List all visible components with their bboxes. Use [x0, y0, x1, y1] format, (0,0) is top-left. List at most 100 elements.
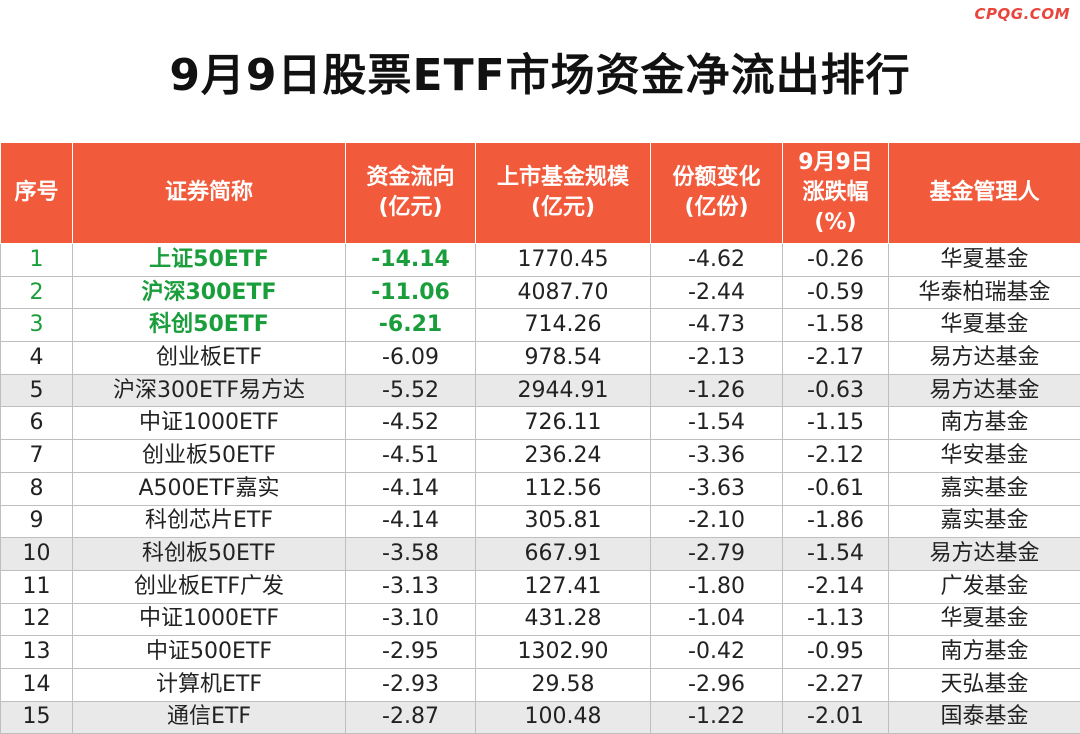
cell-manager: 嘉实基金 — [889, 472, 1080, 505]
cell-name: 中证500ETF — [73, 636, 346, 669]
header-line: 9月9日 — [798, 150, 873, 175]
cell-change: -2.14 — [783, 570, 889, 603]
cell-scale: 1302.90 — [476, 636, 651, 669]
cell-scale: 667.91 — [476, 538, 651, 571]
cell-share: -2.79 — [651, 538, 783, 571]
cell-name: 沪深300ETF — [73, 276, 346, 309]
header-line: (亿份) — [684, 195, 748, 220]
cell-manager: 易方达基金 — [889, 538, 1080, 571]
cell-rank: 3 — [1, 309, 73, 342]
header-manager: 基金管理人 — [889, 143, 1080, 244]
cell-flow: -4.52 — [346, 407, 476, 440]
cell-share: -3.63 — [651, 472, 783, 505]
page-title: 9月9日股票ETF市场资金净流出排行 — [0, 0, 1080, 142]
header-flow: 资金流向 (亿元) — [346, 143, 476, 244]
cell-share: -1.54 — [651, 407, 783, 440]
cell-share: -1.22 — [651, 701, 783, 734]
cell-flow: -3.58 — [346, 538, 476, 571]
cell-name: 创业板ETF — [73, 342, 346, 375]
cell-rank: 12 — [1, 603, 73, 636]
cell-change: -2.27 — [783, 668, 889, 701]
cell-scale: 431.28 — [476, 603, 651, 636]
header-change: 9月9日涨跌幅(%) — [783, 143, 889, 244]
cell-name: 创业板ETF广发 — [73, 570, 346, 603]
cell-manager: 国泰基金 — [889, 701, 1080, 734]
cell-name: 沪深300ETF易方达 — [73, 374, 346, 407]
cell-flow: -2.87 — [346, 701, 476, 734]
cell-name: 中证1000ETF — [73, 407, 346, 440]
cell-manager: 南方基金 — [889, 636, 1080, 669]
cell-share: -2.96 — [651, 668, 783, 701]
cell-rank: 10 — [1, 538, 73, 571]
cell-flow: -6.09 — [346, 342, 476, 375]
cell-manager: 嘉实基金 — [889, 505, 1080, 538]
cell-share: -1.80 — [651, 570, 783, 603]
cell-flow: -3.10 — [346, 603, 476, 636]
cell-share: -3.36 — [651, 440, 783, 473]
cell-rank: 1 — [1, 244, 73, 277]
cell-change: -2.12 — [783, 440, 889, 473]
cell-share: -2.10 — [651, 505, 783, 538]
cell-rank: 11 — [1, 570, 73, 603]
cell-manager: 华夏基金 — [889, 603, 1080, 636]
header-line: 基金管理人 — [929, 180, 1039, 205]
cell-name: A500ETF嘉实 — [73, 472, 346, 505]
cell-share: -2.44 — [651, 276, 783, 309]
cell-change: -1.13 — [783, 603, 889, 636]
cell-manager: 易方达基金 — [889, 374, 1080, 407]
cell-rank: 8 — [1, 472, 73, 505]
header-rank: 序号 — [1, 143, 73, 244]
header-line: (亿元) — [378, 195, 442, 220]
cell-rank: 5 — [1, 374, 73, 407]
etf-outflow-table: 序号 证券简称 资金流向 (亿元) 上市基金规模 (亿元) 份额变化 (亿份) 9月9… — [0, 142, 1080, 734]
cell-share: -4.73 — [651, 309, 783, 342]
header-line: 序号 — [14, 180, 58, 205]
cell-name: 通信ETF — [73, 701, 346, 734]
cell-scale: 726.11 — [476, 407, 651, 440]
cell-scale: 100.48 — [476, 701, 651, 734]
cell-manager: 华夏基金 — [889, 309, 1080, 342]
cell-rank: 15 — [1, 701, 73, 734]
cell-manager: 华安基金 — [889, 440, 1080, 473]
header-name: 证券简称 — [73, 143, 346, 244]
header-share: 份额变化 (亿份) — [651, 143, 783, 244]
header-line: 上市基金规模 — [497, 165, 629, 190]
cell-rank: 6 — [1, 407, 73, 440]
cell-flow: -5.52 — [346, 374, 476, 407]
cell-scale: 29.58 — [476, 668, 651, 701]
table-header-row: 序号 证券简称 资金流向 (亿元) 上市基金规模 (亿元) 份额变化 (亿份) 9月9… — [1, 143, 1080, 244]
cell-name: 中证1000ETF — [73, 603, 346, 636]
cell-manager: 华泰柏瑞基金 — [889, 276, 1080, 309]
cell-share: -1.26 — [651, 374, 783, 407]
header-line: 证券简称 — [165, 180, 253, 205]
header-line: 份额变化 — [672, 165, 760, 190]
cell-scale: 127.41 — [476, 570, 651, 603]
cell-flow: -4.14 — [346, 472, 476, 505]
cell-scale: 2944.91 — [476, 374, 651, 407]
cell-name: 科创板50ETF — [73, 538, 346, 571]
cell-name: 上证50ETF — [73, 244, 346, 277]
cell-change: -1.86 — [783, 505, 889, 538]
header-line: (亿元) — [531, 195, 595, 220]
cell-manager: 易方达基金 — [889, 342, 1080, 375]
header-line: 资金流向 — [366, 165, 454, 190]
cell-rank: 7 — [1, 440, 73, 473]
cell-flow: -4.14 — [346, 505, 476, 538]
cell-flow: -2.95 — [346, 636, 476, 669]
cell-share: -4.62 — [651, 244, 783, 277]
cell-scale: 714.26 — [476, 309, 651, 342]
cell-change: -0.61 — [783, 472, 889, 505]
cell-flow: -14.14 — [346, 244, 476, 277]
cell-change: -1.58 — [783, 309, 889, 342]
